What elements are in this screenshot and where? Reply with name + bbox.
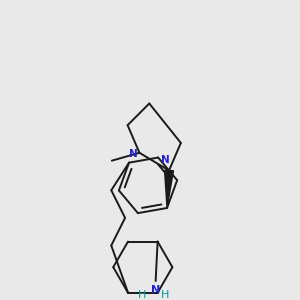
Text: N: N	[129, 149, 137, 159]
Text: H: H	[161, 290, 170, 300]
Text: N: N	[161, 155, 170, 166]
Polygon shape	[165, 170, 173, 208]
Text: H: H	[138, 290, 146, 300]
Text: N: N	[151, 285, 160, 295]
